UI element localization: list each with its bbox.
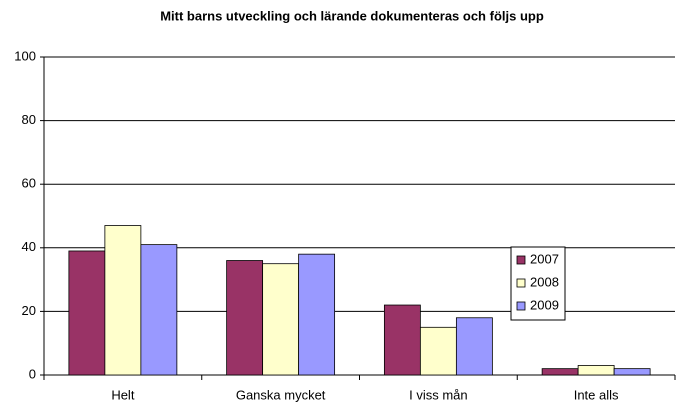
legend-swatch: [516, 301, 526, 311]
x-tick-label: I viss mån: [409, 387, 468, 402]
legend-label: 2008: [530, 274, 559, 289]
bar: [226, 260, 264, 376]
bar: [455, 317, 493, 376]
x-tick-label: Ganska mycket: [236, 387, 326, 402]
bar: [140, 244, 178, 376]
bar: [262, 263, 300, 376]
bar: [613, 368, 651, 376]
y-tick-label: 20: [22, 303, 36, 318]
bar: [68, 250, 106, 376]
legend-label: 2007: [530, 251, 559, 266]
bar: [298, 253, 336, 376]
chart-title: Mitt barns utveckling och lärande dokume…: [160, 8, 544, 23]
bar: [383, 304, 421, 376]
y-tick-label: 60: [22, 176, 36, 191]
legend-swatch: [516, 278, 526, 288]
bar: [577, 365, 615, 376]
y-tick-label: 40: [22, 239, 36, 254]
legend-label: 2009: [530, 297, 559, 312]
y-tick-label: 0: [29, 366, 36, 381]
bar: [104, 225, 142, 376]
legend-swatch: [516, 255, 526, 265]
y-tick-label: 80: [22, 112, 36, 127]
x-tick-label: Inte alls: [574, 387, 619, 402]
x-tick-label: Helt: [111, 387, 135, 402]
bar: [541, 368, 579, 376]
y-tick-label: 100: [14, 48, 36, 63]
bar: [419, 326, 457, 376]
